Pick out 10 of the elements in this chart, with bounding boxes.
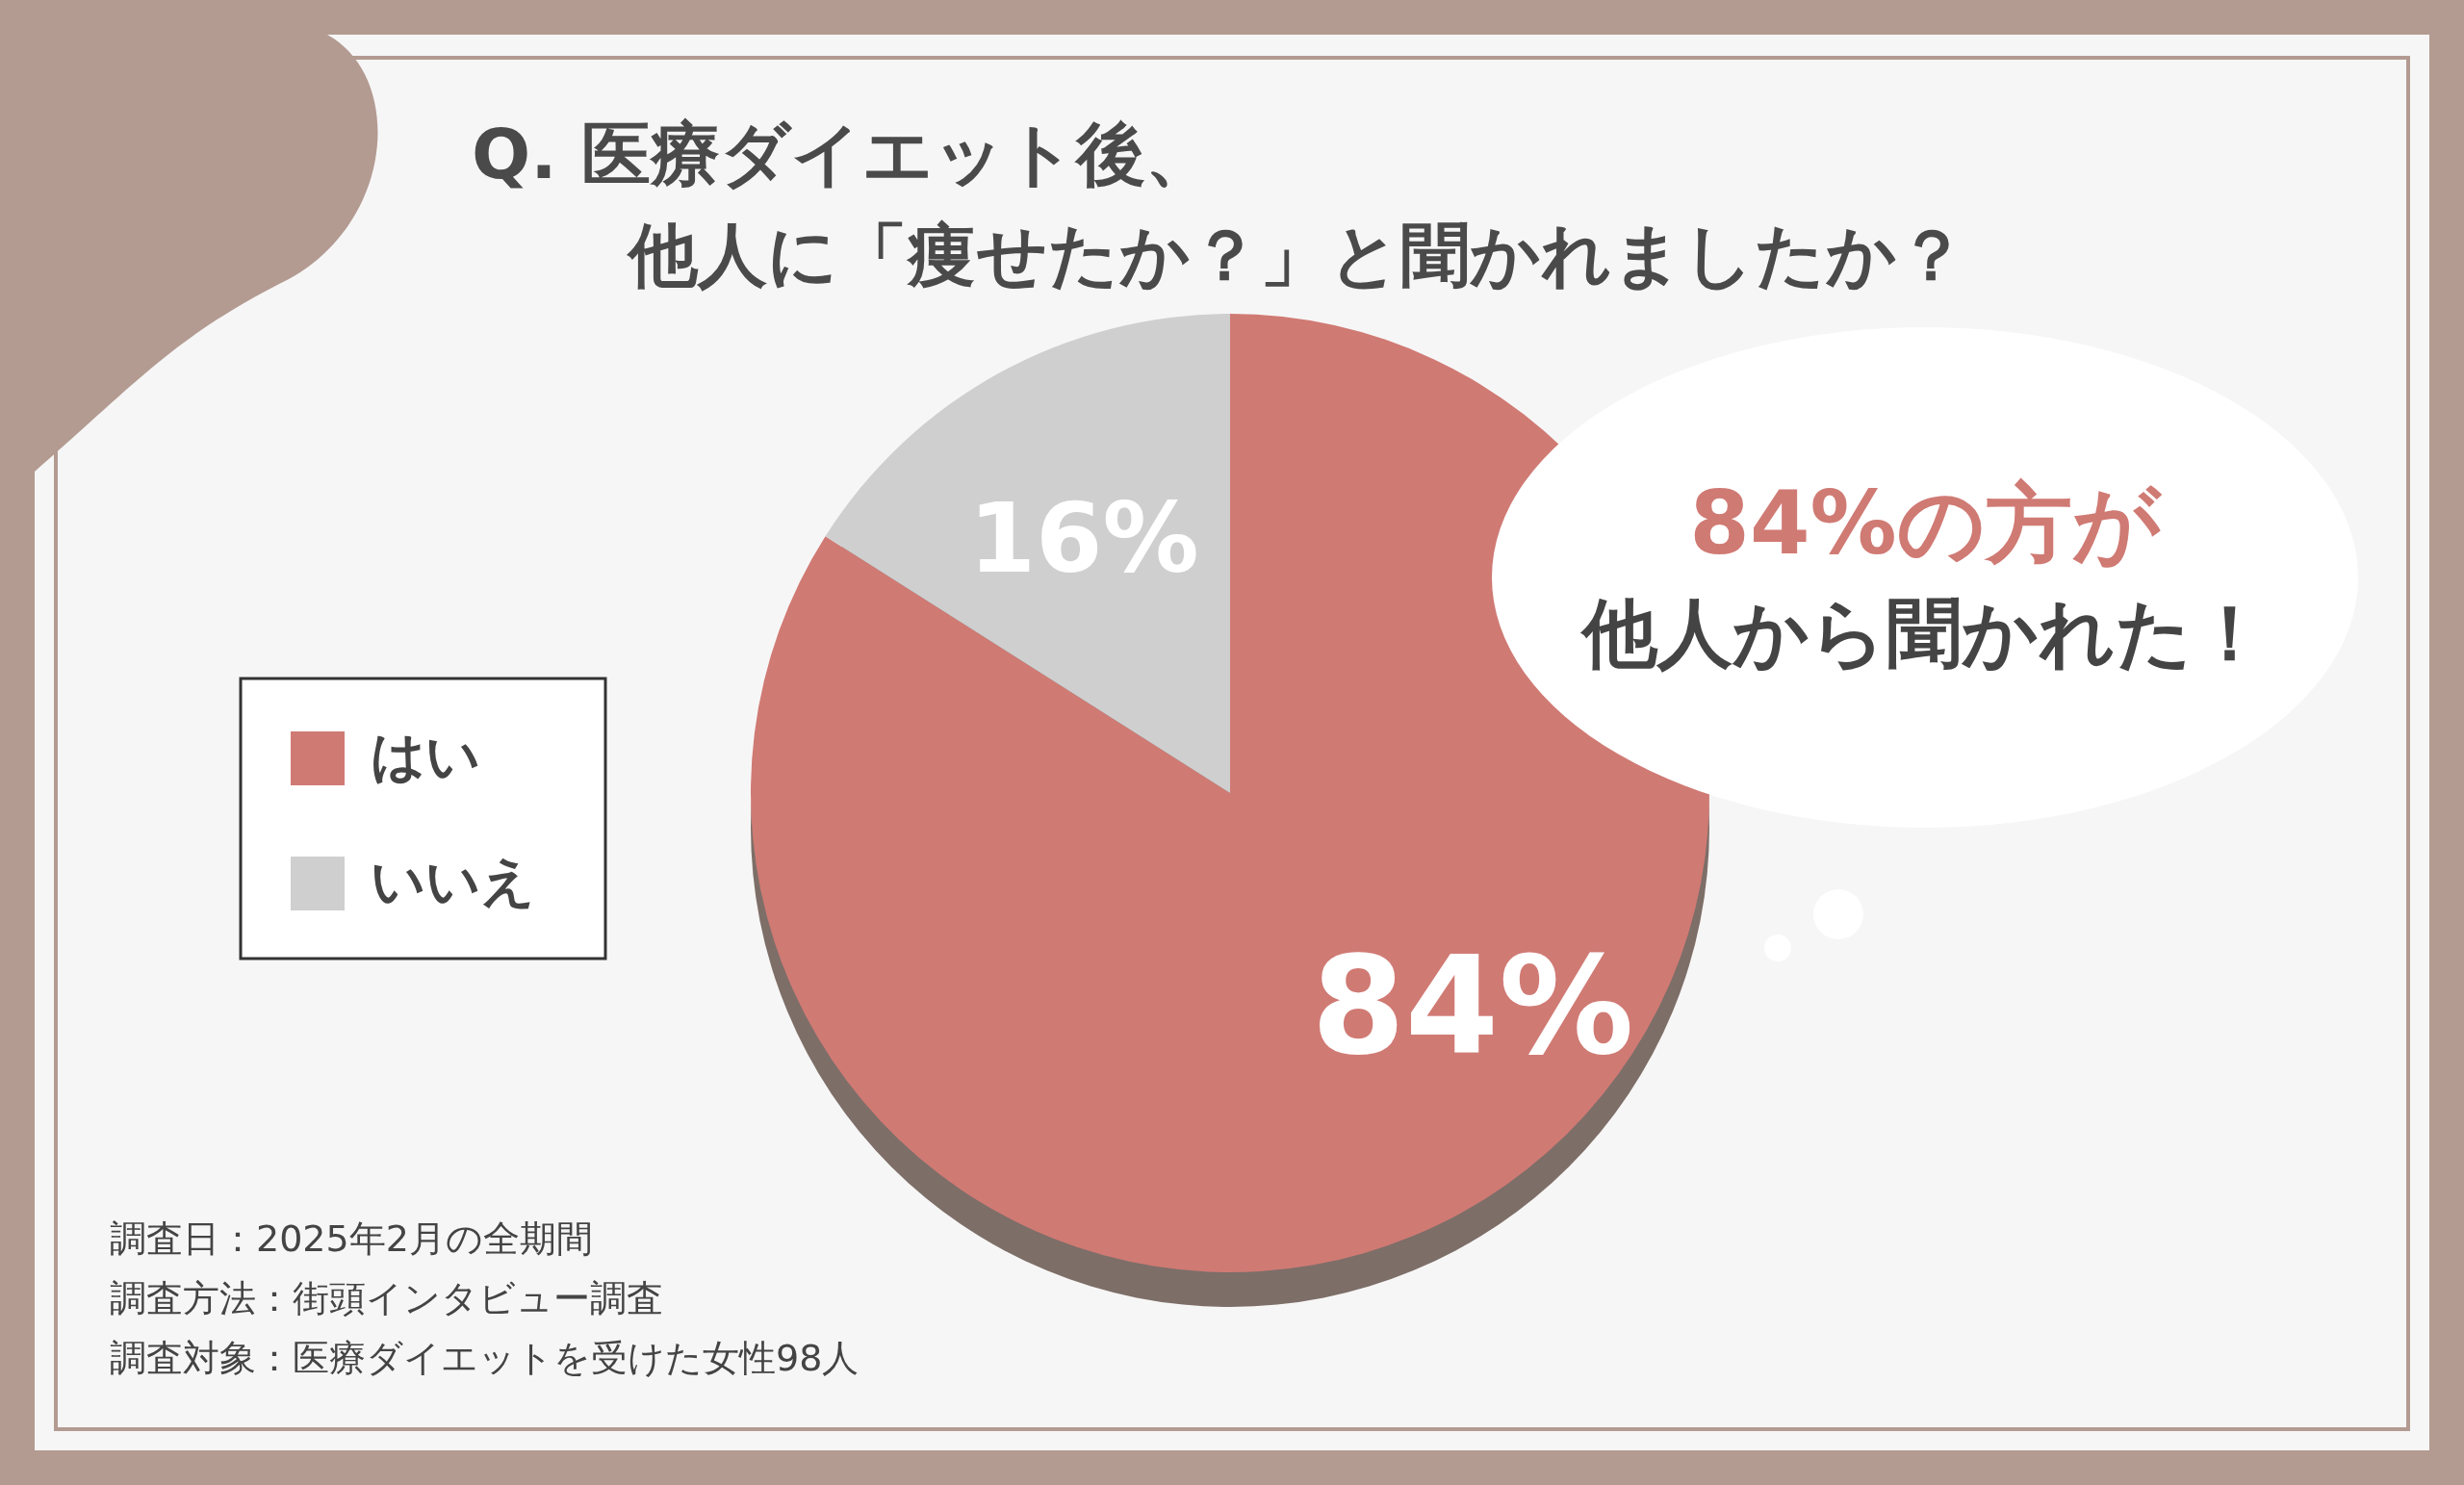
legend-label: はい (371, 725, 480, 787)
text: 調査対象：医療ダイエットを受けた女性98人 (110, 1337, 860, 1379)
text: 他人から聞かれた！ (1579, 590, 2268, 677)
text: 調査方法：街頭インタビュー調査 (110, 1277, 663, 1319)
chart-subtitle: 他人に「痩せたか？」と聞かれましたか？ (626, 215, 1966, 295)
chart-title: Q. 医療ダイエット後、 (472, 114, 1215, 194)
text: 84%の方が (1689, 473, 2163, 574)
data-label: 84% (1311, 928, 1634, 1086)
text: 調査日：2025年2月の全期間 (110, 1217, 593, 1260)
legend-label: いいえ (371, 850, 535, 912)
